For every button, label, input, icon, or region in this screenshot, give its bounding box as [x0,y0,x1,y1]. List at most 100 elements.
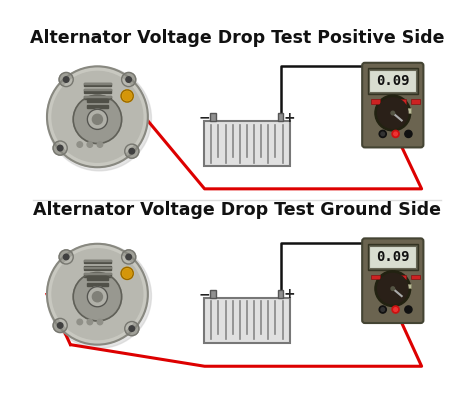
Bar [278,113,283,121]
Circle shape [73,95,122,143]
Circle shape [47,244,148,345]
Text: Alternator Voltage Drop Test Positive Side: Alternator Voltage Drop Test Positive Si… [30,29,444,46]
Text: +: + [284,111,295,125]
Circle shape [52,249,143,340]
Circle shape [52,72,143,162]
Text: 0.09: 0.09 [376,250,410,264]
Bar [83,260,111,263]
Bar [204,298,290,343]
Bar [83,273,111,277]
Bar [411,99,420,104]
Bar [83,267,111,268]
Bar [87,105,108,108]
Circle shape [392,306,399,313]
Circle shape [123,92,131,100]
Bar [87,277,108,279]
Bar [278,290,283,298]
Circle shape [392,130,399,138]
Circle shape [87,142,92,147]
Circle shape [57,323,63,328]
Bar [384,275,393,279]
Circle shape [64,77,69,82]
Circle shape [47,66,152,171]
Circle shape [375,95,410,131]
Circle shape [123,269,131,278]
Circle shape [394,132,397,136]
Circle shape [405,306,412,313]
Circle shape [381,308,384,311]
Bar [83,83,111,84]
Circle shape [92,114,102,124]
Bar [369,246,416,268]
Bar [398,275,406,279]
Text: −: − [198,287,210,301]
Circle shape [379,130,386,138]
Bar [83,89,111,93]
Circle shape [129,326,135,331]
Circle shape [126,254,131,260]
Circle shape [97,319,103,325]
Circle shape [92,292,102,302]
Bar [369,70,416,92]
Circle shape [126,77,131,82]
Text: Alternator Voltage Drop Test Ground Side: Alternator Voltage Drop Test Ground Side [33,202,441,219]
Bar [83,266,111,270]
Circle shape [87,109,108,129]
Circle shape [122,72,136,86]
Circle shape [87,319,92,325]
Bar [400,108,411,113]
Circle shape [129,149,135,154]
Circle shape [77,142,82,147]
Bar [381,108,392,113]
Bar [83,95,111,99]
Bar [87,283,108,286]
Bar [204,121,290,166]
Circle shape [77,319,82,325]
Circle shape [57,145,63,151]
Bar [210,113,216,121]
Circle shape [391,111,394,115]
Bar [83,96,111,97]
FancyBboxPatch shape [362,63,423,147]
Bar [384,99,393,104]
Circle shape [87,286,108,307]
Circle shape [125,321,139,336]
Circle shape [394,308,397,311]
Bar [367,68,418,94]
Circle shape [97,142,103,147]
Bar [411,275,420,279]
Circle shape [59,72,73,86]
Circle shape [405,130,412,138]
Circle shape [125,144,139,158]
Circle shape [391,287,394,290]
Circle shape [53,141,67,155]
Text: +: + [284,287,295,301]
Bar [83,83,111,86]
Bar [398,99,406,104]
Circle shape [375,271,410,307]
Text: −: − [198,111,210,125]
Text: 0.09: 0.09 [376,74,410,88]
Circle shape [378,98,408,128]
Bar [381,284,392,288]
Bar [83,260,111,261]
Circle shape [59,250,73,264]
Circle shape [379,306,386,313]
Circle shape [381,132,384,136]
Bar [87,99,108,102]
Circle shape [121,267,133,279]
Bar [210,290,216,298]
Circle shape [47,244,152,348]
Bar [371,275,380,279]
Circle shape [378,274,408,304]
Circle shape [47,66,148,167]
Circle shape [73,272,122,321]
Circle shape [64,254,69,260]
Bar [400,284,411,288]
Circle shape [121,90,133,102]
Bar [367,244,418,270]
Circle shape [53,318,67,332]
Bar [371,99,380,104]
FancyBboxPatch shape [362,239,423,323]
Circle shape [122,250,136,264]
